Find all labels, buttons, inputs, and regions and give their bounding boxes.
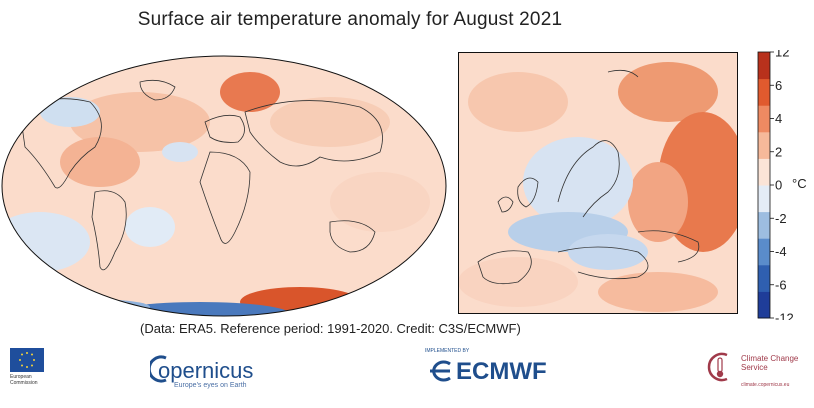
colorbar-tick-label: -4 bbox=[775, 244, 787, 259]
ecmwf-implemented-by: IMPLEMENTED BY bbox=[425, 348, 470, 354]
colorbar-tick-label: 4 bbox=[775, 111, 782, 126]
colorbar-segment bbox=[758, 211, 770, 239]
colorbar-segment bbox=[758, 105, 770, 133]
colorbar-segment bbox=[758, 264, 770, 292]
colorbar-tick-label: 2 bbox=[775, 144, 782, 159]
colorbar-tick-label: -2 bbox=[775, 211, 787, 226]
c3s-logo: Climate Change Service climate.copernicu… bbox=[705, 348, 810, 390]
colorbar-segment bbox=[758, 238, 770, 266]
copernicus-c-icon bbox=[150, 355, 167, 383]
eu-text: European Commission bbox=[10, 374, 38, 386]
colorbar-tick-label: 0 bbox=[775, 178, 782, 193]
c3s-word: Climate Change Service bbox=[741, 354, 799, 372]
colorbar: 12 6 4 2 0 -2 -4 -6 -12 °C bbox=[757, 50, 807, 321]
copernicus-tagline: Europe's eyes on Earth bbox=[174, 382, 247, 389]
colorbar-segment bbox=[758, 52, 770, 80]
ecmwf-word: ECMWF bbox=[456, 358, 547, 385]
world-anomaly-map bbox=[1, 55, 447, 317]
colorbar-tick-label: -6 bbox=[775, 277, 787, 292]
colorbar-segment bbox=[758, 185, 770, 213]
c3s-url: climate.copernicus.eu bbox=[741, 382, 790, 388]
colorbar-segment bbox=[758, 131, 770, 159]
colorbar-tick-label: -12 bbox=[775, 311, 794, 321]
chart-title: Surface air temperature anomaly for Augu… bbox=[137, 9, 563, 30]
colorbar-segment bbox=[758, 78, 770, 106]
europe-anomaly-map bbox=[458, 52, 738, 314]
colorbar-tick-label: 12 bbox=[775, 50, 789, 60]
eu-flag-icon bbox=[10, 348, 44, 372]
copernicus-word: opernicus bbox=[158, 358, 254, 383]
ecmwf-logo: IMPLEMENTED BY ECMWF bbox=[420, 348, 570, 390]
colorbar-segment bbox=[758, 291, 770, 319]
copernicus-logo: opernicus Europe's eyes on Earth bbox=[150, 348, 290, 390]
colorbar-unit: °C bbox=[792, 176, 807, 191]
c3s-thermometer-icon bbox=[707, 352, 728, 382]
logo-bar: European Commission opernicus Europe's e… bbox=[0, 340, 814, 408]
colorbar-segment bbox=[758, 158, 770, 186]
colorbar-tick-label: 6 bbox=[775, 78, 782, 93]
ecmwf-symbol-icon bbox=[430, 360, 451, 382]
european-commission-logo: European Commission bbox=[10, 348, 70, 390]
credit-line: (Data: ERA5. Reference period: 1991-2020… bbox=[140, 321, 521, 336]
